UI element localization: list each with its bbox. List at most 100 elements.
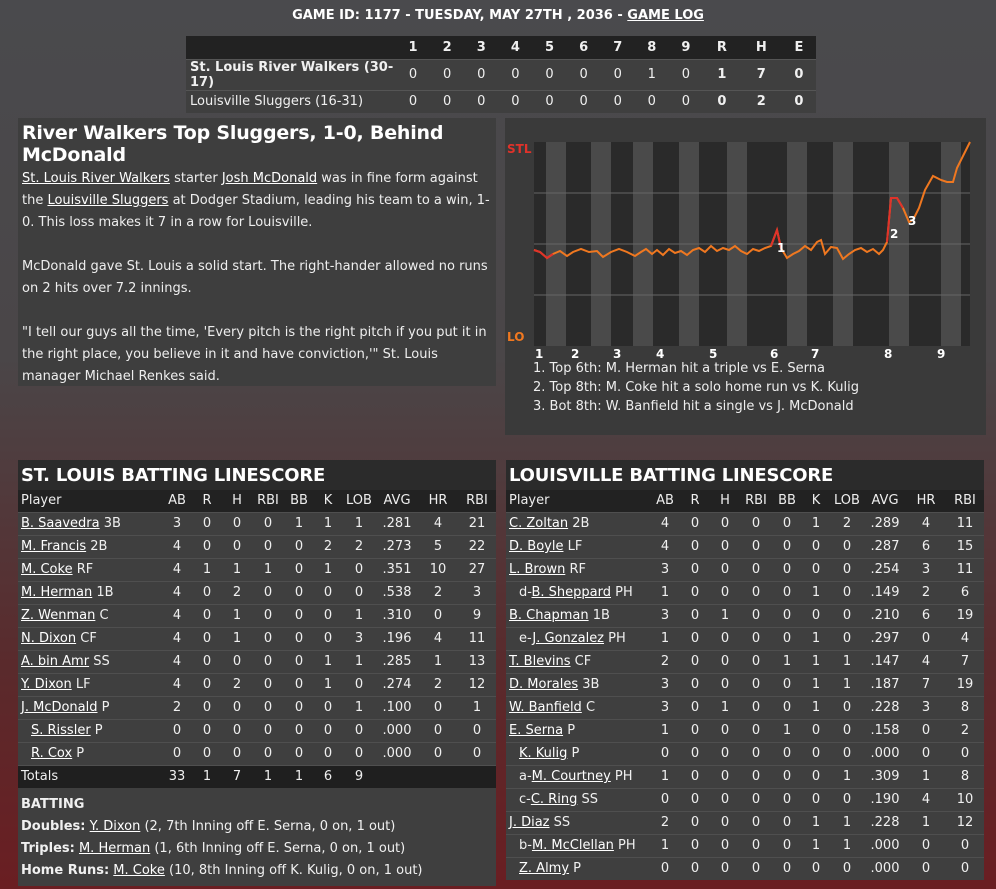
stat-cell: .285 xyxy=(376,649,418,673)
game-log-link[interactable]: GAME LOG xyxy=(627,8,704,23)
stat-cell: 11 xyxy=(946,557,984,581)
line-score-cell: 0 xyxy=(498,58,533,90)
stat-cell: 0 xyxy=(284,580,314,604)
stat-cell: 3 xyxy=(650,603,680,627)
stat-cell: 0 xyxy=(710,856,740,880)
doubles-player-link[interactable]: Y. Dixon xyxy=(89,819,141,834)
stat-cell: 3 xyxy=(650,672,680,696)
team-link-lou[interactable]: Louisville Sluggers xyxy=(47,193,169,208)
player-link[interactable]: C. Zoltan xyxy=(509,516,569,531)
player-cell: D. Boyle LF xyxy=(506,534,650,558)
stat-cell: 0 xyxy=(710,580,740,604)
player-link[interactable]: K. Kulig xyxy=(519,746,568,761)
player-link[interactable]: J. Gonzalez xyxy=(532,631,605,646)
player-link[interactable]: J. Diaz xyxy=(509,815,550,830)
player-link-mcdonald[interactable]: Josh McDonald xyxy=(221,171,318,186)
player-position: SS xyxy=(89,654,110,669)
player-link[interactable]: B. Saavedra xyxy=(21,516,100,531)
stat-cell: 0 xyxy=(192,511,222,535)
stat-cell: 0 xyxy=(314,626,342,650)
line-score-cell: 0 xyxy=(668,58,703,90)
player-link[interactable]: C. Ring xyxy=(530,792,578,807)
team-link-stl[interactable]: St. Louis River Walkers xyxy=(22,171,170,186)
sub-prefix: b- xyxy=(519,838,532,853)
stat-cell: 1 xyxy=(802,833,830,857)
player-link[interactable]: M. Courtney xyxy=(531,769,611,784)
stat-cell: 4 xyxy=(946,626,984,650)
player-link[interactable]: J. McDonald xyxy=(21,700,98,715)
line-score-cell: 0 xyxy=(396,58,431,90)
table-row: L. Brown RF 3 0 0 0 0 0 0.254 3 11 xyxy=(506,557,984,581)
player-link[interactable]: B. Sheppard xyxy=(531,585,611,600)
stat-cell: 0 xyxy=(802,787,830,811)
line-score-cell: 0 xyxy=(600,89,635,113)
inning-label: 4 xyxy=(656,347,664,358)
stat-cell: 1 xyxy=(252,557,284,581)
stat-cell: .228 xyxy=(864,695,906,719)
stat-cell: 0 xyxy=(740,695,772,719)
player-cell: Y. Dixon LF xyxy=(18,672,162,696)
stat-cell: 4 xyxy=(162,557,192,581)
stat-cell: 0 xyxy=(802,764,830,788)
lou-batting-title: LOUISVILLE BATTING LINESCORE xyxy=(506,460,984,490)
stat-cell: 9 xyxy=(458,603,496,627)
player-cell: M. Francis 2B xyxy=(18,534,162,558)
stat-cell: 3 xyxy=(650,695,680,719)
win-probability-line-stl xyxy=(886,197,904,243)
stat-cell: 0 xyxy=(710,764,740,788)
player-link[interactable]: B. Chapman xyxy=(509,608,589,623)
table-row: R. Cox P 0 0 0 0 0 0 0.000 0 0 xyxy=(18,741,496,765)
stat-cell: 0 xyxy=(284,695,314,719)
player-link[interactable]: W. Banfield xyxy=(509,700,582,715)
stat-cell: 0 xyxy=(458,718,496,742)
player-position: P xyxy=(72,746,85,761)
player-link[interactable]: S. Rissler xyxy=(31,723,91,738)
triples-player-link[interactable]: M. Herman xyxy=(78,841,151,856)
player-cell: W. Banfield C xyxy=(506,695,650,719)
player-link[interactable]: A. bin Amr xyxy=(21,654,90,669)
home-run-player-link[interactable]: M. Coke xyxy=(113,863,165,878)
player-cell: B. Saavedra 3B xyxy=(18,511,162,535)
player-link[interactable]: E. Serna xyxy=(509,723,564,738)
player-cell: a-M. Courtney PH xyxy=(506,764,650,788)
player-link[interactable]: Z. Almy xyxy=(519,861,570,877)
player-link[interactable]: R. Cox xyxy=(31,746,73,761)
stat-cell: 8 xyxy=(946,695,984,719)
player-link[interactable]: N. Dixon xyxy=(21,631,77,646)
stat-cell: 0 xyxy=(740,603,772,627)
player-link[interactable]: M. Coke xyxy=(21,562,73,577)
player-position: 3B xyxy=(99,516,121,531)
stat-cell: 1 xyxy=(458,695,496,719)
player-link[interactable]: D. Boyle xyxy=(509,539,564,554)
stat-cell: 0 xyxy=(772,787,802,811)
player-link[interactable]: Y. Dixon xyxy=(21,677,72,692)
stat-cell: 3 xyxy=(906,557,946,581)
player-link[interactable]: T. Blevins xyxy=(509,654,571,669)
player-link[interactable]: L. Brown xyxy=(509,562,566,577)
stat-cell: 1 xyxy=(342,603,376,627)
stat-cell: 19 xyxy=(946,603,984,627)
stat-cell: 0 xyxy=(418,603,458,627)
sub-prefix: e- xyxy=(519,631,533,646)
player-link[interactable]: M. McClellan xyxy=(531,838,614,853)
line-score-inning-header: E xyxy=(781,36,816,59)
stat-cell: 0 xyxy=(342,741,376,765)
stat-cell: 0 xyxy=(680,603,710,627)
player-link[interactable]: D. Morales xyxy=(509,677,579,692)
stat-cell: 7 xyxy=(906,672,946,696)
stat-cell: 0 xyxy=(906,741,946,765)
totals-cell: 33 xyxy=(162,764,192,788)
inning-label: 8 xyxy=(884,347,892,358)
stat-cell: 4 xyxy=(162,580,192,604)
stat-cell: 0 xyxy=(680,787,710,811)
stat-cell: 0 xyxy=(252,511,284,535)
line-score-team-header xyxy=(186,36,396,59)
player-link[interactable]: M. Francis xyxy=(21,539,87,554)
stat-cell: 3 xyxy=(906,695,946,719)
player-position: RF xyxy=(72,562,94,577)
stat-cell: 0 xyxy=(802,557,830,581)
player-link[interactable]: M. Herman xyxy=(21,585,93,600)
player-link[interactable]: Z. Wenman xyxy=(21,608,96,623)
column-header: R xyxy=(680,490,710,512)
line-score-row: Louisville Sluggers (16-31) 0 0 0 0 0 0 0 0 0 0 2 0 xyxy=(186,89,816,113)
